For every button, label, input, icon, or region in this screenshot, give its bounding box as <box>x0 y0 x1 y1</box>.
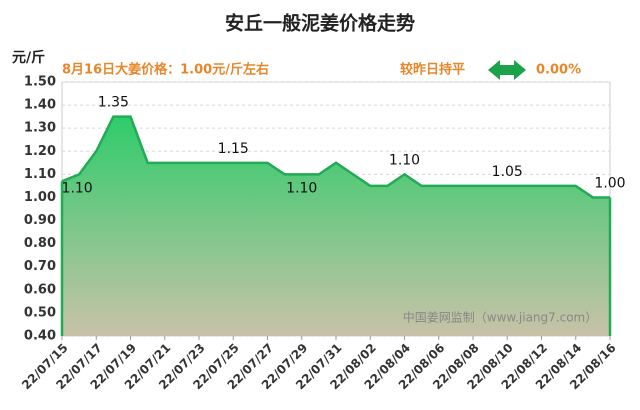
data-label: 1.10 <box>286 180 317 196</box>
y-tick-label: 0.70 <box>24 259 56 274</box>
y-tick-label: 1.00 <box>24 190 56 205</box>
y-tick-label: 1.10 <box>24 167 56 182</box>
y-tick-label: 0.80 <box>24 236 56 251</box>
watermark: 中国姜网监制（www.jiang7.com） <box>403 310 597 325</box>
line <box>61 115 610 199</box>
y-tick-label: 0.50 <box>24 305 56 320</box>
area <box>62 116 610 337</box>
data-label: 1.10 <box>389 152 420 168</box>
data-label: 1.15 <box>218 141 249 157</box>
y-tick-label: 0.40 <box>24 329 56 344</box>
y-tick-label: 0.90 <box>24 213 56 228</box>
chart-title: 安丘一般泥姜价格走势 <box>225 12 415 35</box>
data-label: 1.10 <box>62 180 93 196</box>
y-axis-label: 元/斤 <box>12 49 45 66</box>
subtitle: 8月16日大姜价格：1.00元/斤左右 <box>62 62 269 78</box>
change-value: 0.00% <box>536 63 581 78</box>
y-tick-label: 1.50 <box>24 75 56 90</box>
y-tick-label: 1.40 <box>24 98 56 113</box>
data-label: 1.00 <box>594 175 625 191</box>
y-tick-label: 1.30 <box>24 121 56 136</box>
y-tick-label: 0.60 <box>24 282 56 297</box>
y-tick-label: 1.20 <box>24 144 56 159</box>
change-text: 较昨日持平 <box>400 62 465 78</box>
data-label: 1.05 <box>492 164 523 180</box>
data-label: 1.35 <box>98 95 129 111</box>
flat-arrow-icon <box>488 60 526 80</box>
